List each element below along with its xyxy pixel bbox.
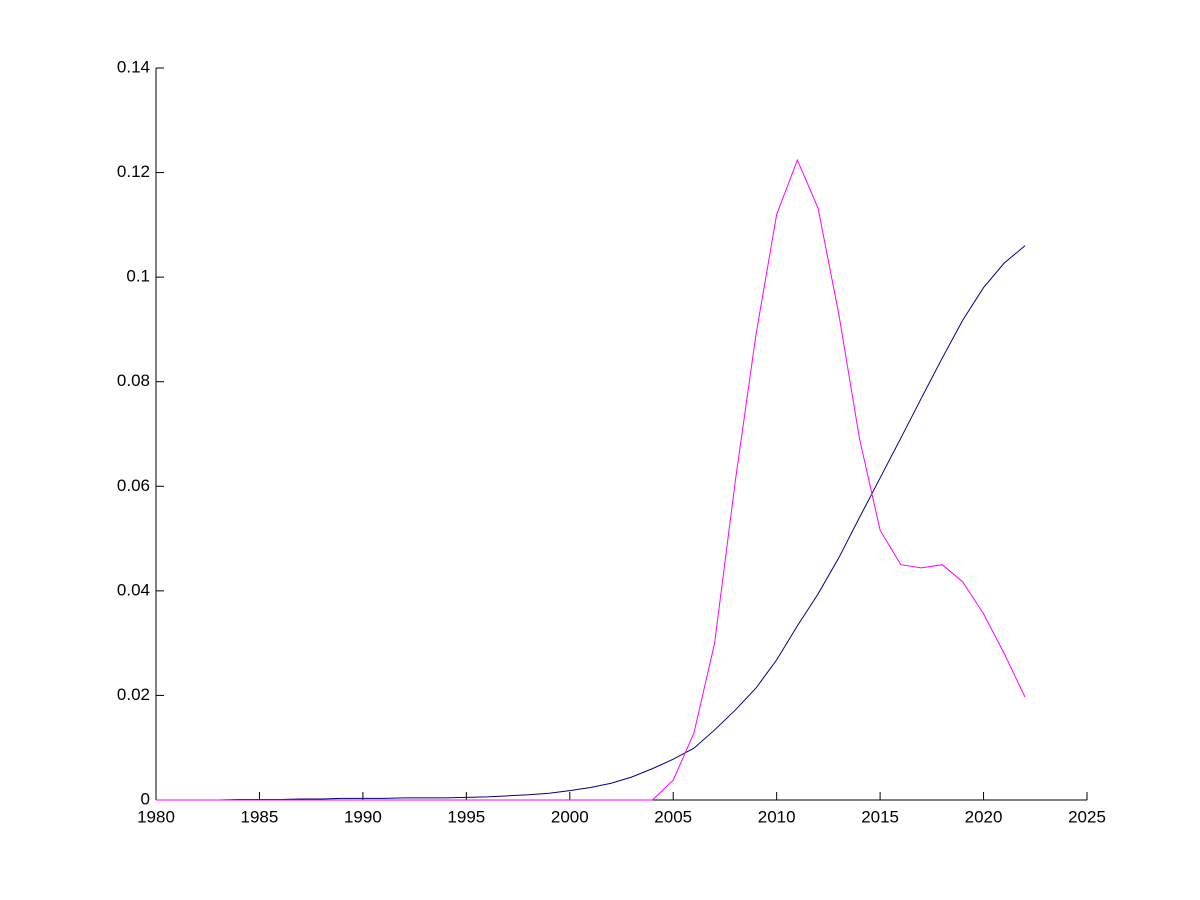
y-tick-label: 0.08: [117, 371, 150, 390]
y-tick-label: 0.02: [117, 685, 150, 704]
x-tick-label: 1995: [447, 807, 485, 826]
x-tick-label: 2005: [654, 807, 692, 826]
x-tick-label: 1985: [241, 807, 279, 826]
x-tick-label: 2020: [965, 807, 1003, 826]
y-tick-label: 0.04: [117, 580, 150, 599]
x-tick-label: 2000: [551, 807, 589, 826]
x-tick-label: 1980: [137, 807, 175, 826]
y-tick-label: 0.14: [117, 57, 150, 76]
y-tick-label: 0.06: [117, 476, 150, 495]
x-tick-label: 2015: [861, 807, 899, 826]
x-tick-label: 1990: [344, 807, 382, 826]
line-series: [156, 158, 1026, 801]
y-tick-label: 0.12: [117, 162, 150, 181]
x-tick-label: 2010: [758, 807, 796, 826]
y-tick-label: 0: [141, 789, 150, 808]
y-tick-label: 0.1: [126, 267, 150, 286]
line-series: [156, 245, 1026, 801]
x-tick-label: 2025: [1068, 807, 1106, 826]
